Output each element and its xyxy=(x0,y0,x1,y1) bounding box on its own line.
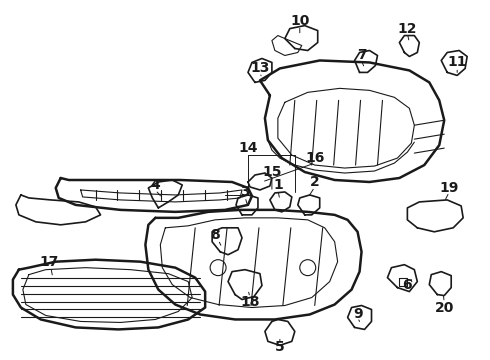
Text: 8: 8 xyxy=(210,228,220,242)
Text: 9: 9 xyxy=(353,307,363,321)
Text: 18: 18 xyxy=(240,294,260,309)
Text: 12: 12 xyxy=(397,22,417,36)
Text: 20: 20 xyxy=(435,301,454,315)
Text: 13: 13 xyxy=(250,62,270,76)
Text: 14: 14 xyxy=(238,141,258,155)
Text: 4: 4 xyxy=(150,178,160,192)
Text: 5: 5 xyxy=(275,340,285,354)
Text: 10: 10 xyxy=(290,14,310,28)
Text: 15: 15 xyxy=(262,165,282,179)
Text: 16: 16 xyxy=(305,151,324,165)
Text: 6: 6 xyxy=(403,278,412,292)
Text: 2: 2 xyxy=(310,175,319,189)
Text: 19: 19 xyxy=(440,181,459,195)
Text: 17: 17 xyxy=(39,255,58,269)
Text: 1: 1 xyxy=(273,178,283,192)
Text: 11: 11 xyxy=(447,55,467,69)
Text: 3: 3 xyxy=(240,185,250,199)
Text: 7: 7 xyxy=(357,49,367,63)
